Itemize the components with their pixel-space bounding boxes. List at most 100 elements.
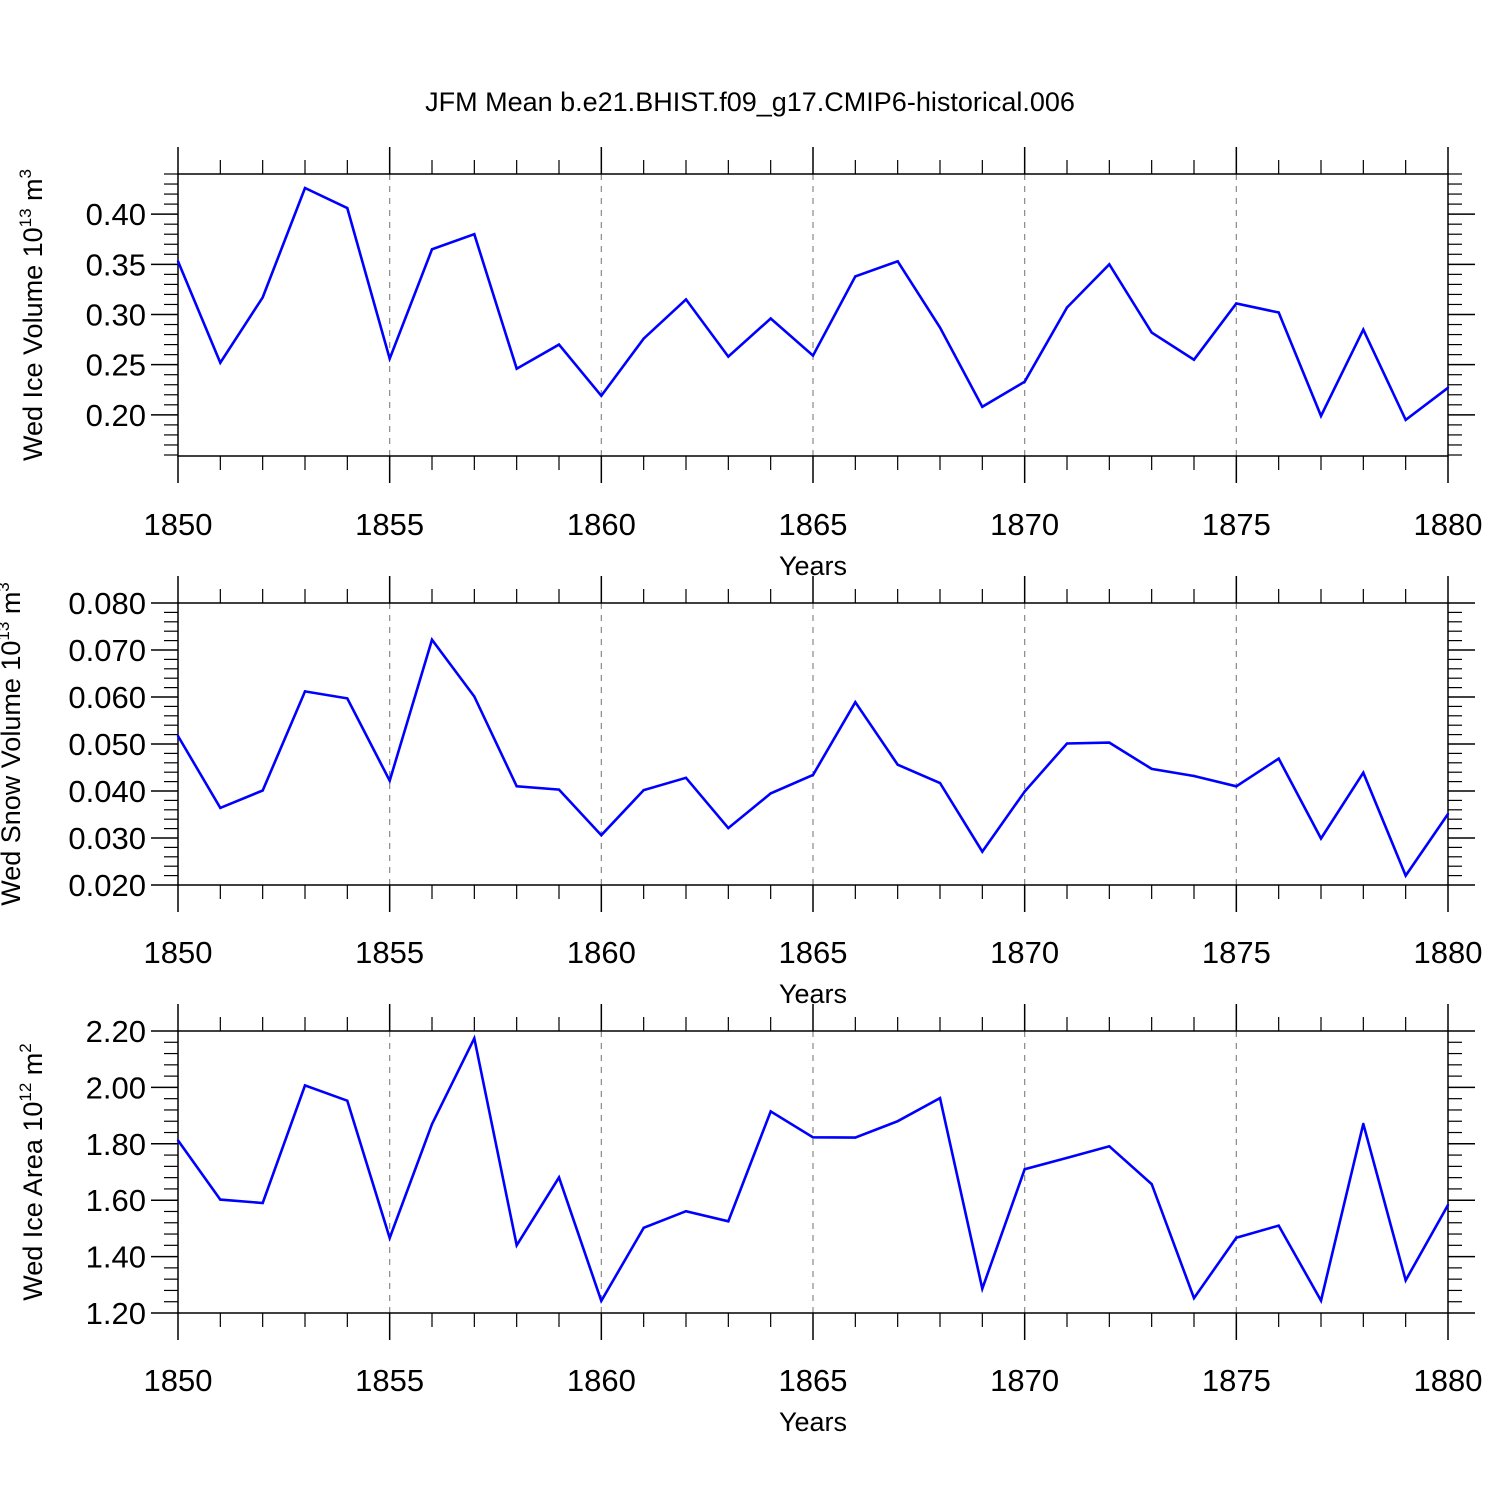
data-point bbox=[1192, 358, 1196, 361]
y-tick-label: 1.40 bbox=[86, 1240, 146, 1275]
y-tick-label: 0.070 bbox=[68, 633, 146, 668]
data-point bbox=[600, 1299, 603, 1303]
x-tick-label: 1875 bbox=[1202, 1363, 1271, 1398]
data-point bbox=[346, 206, 349, 210]
y-tick-label: 0.020 bbox=[68, 868, 146, 903]
data-point bbox=[1150, 767, 1153, 771]
y-tick-label: 0.040 bbox=[68, 774, 146, 809]
data-point bbox=[1065, 1156, 1069, 1160]
data-point bbox=[981, 850, 984, 853]
data-point bbox=[938, 781, 942, 785]
y-tick-label: 0.20 bbox=[86, 398, 146, 433]
data-point bbox=[346, 697, 349, 700]
panel-3: 1.20 1.40 1.60 1.80 2.00 2.20 1850 1855 1860 1865… bbox=[16, 1004, 1482, 1437]
x-tick-label: 1875 bbox=[1202, 507, 1271, 542]
panel-1: 0.20 0.25 0.30 0.35 0.40 1850 1855 1860 1865 1870… bbox=[16, 147, 1482, 581]
data-point bbox=[1235, 302, 1238, 305]
data-point bbox=[1277, 1224, 1280, 1227]
x-tick-label: 1880 bbox=[1414, 935, 1483, 970]
data-point bbox=[811, 1136, 815, 1139]
y-tick-label: 0.35 bbox=[86, 247, 146, 282]
figure-title: JFM Mean b.e21.BHIST.f09_g17.CMIP6-histo… bbox=[425, 87, 1075, 117]
data-point bbox=[1192, 774, 1196, 778]
data-point bbox=[1192, 1296, 1196, 1300]
data-point bbox=[896, 763, 899, 766]
y-tick-label: 1.60 bbox=[86, 1183, 146, 1218]
data-point bbox=[1065, 306, 1069, 309]
x-tick-label: 1860 bbox=[567, 1363, 636, 1398]
y-tick-label: 1.20 bbox=[86, 1296, 146, 1331]
data-point bbox=[896, 1120, 899, 1123]
data-point bbox=[684, 298, 688, 301]
data-point bbox=[473, 695, 476, 698]
x-tick-label: 1850 bbox=[144, 507, 213, 542]
data-point bbox=[1362, 771, 1365, 774]
data-point bbox=[727, 355, 730, 358]
data-point bbox=[811, 773, 815, 777]
data-point bbox=[769, 792, 772, 795]
x-tick-label: 1880 bbox=[1414, 1363, 1483, 1398]
data-point bbox=[1404, 1279, 1407, 1282]
data-point bbox=[1108, 263, 1111, 266]
data-point bbox=[1065, 742, 1069, 745]
data-point bbox=[1235, 1236, 1238, 1239]
data-point bbox=[642, 788, 645, 792]
x-tick-label: 1860 bbox=[567, 935, 636, 970]
data-point bbox=[303, 186, 307, 190]
panel-2: 0.020 0.030 0.040 0.050 0.060 0.070 0.080 1850 1… bbox=[0, 576, 1482, 1009]
data-point bbox=[473, 233, 476, 236]
data-point bbox=[219, 806, 222, 810]
data-point bbox=[896, 260, 899, 263]
data-point bbox=[515, 367, 518, 370]
data-point bbox=[1362, 328, 1365, 331]
data-point bbox=[1446, 812, 1450, 816]
data-point bbox=[981, 405, 984, 409]
data-point bbox=[346, 1099, 349, 1102]
y-tick-label: 0.080 bbox=[68, 586, 146, 621]
x-tick-label: 1855 bbox=[355, 935, 424, 970]
data-point bbox=[473, 1037, 476, 1040]
data-point bbox=[854, 700, 857, 704]
data-point bbox=[1150, 331, 1153, 334]
data-point bbox=[219, 1198, 222, 1201]
data-point bbox=[176, 1139, 180, 1142]
x-tick-label: 1865 bbox=[779, 935, 848, 970]
data-point bbox=[1023, 790, 1026, 793]
data-point bbox=[1319, 837, 1323, 840]
data-point bbox=[769, 317, 772, 320]
x-tick-label: 1865 bbox=[779, 507, 848, 542]
x-tick-label: 1865 bbox=[779, 1363, 848, 1398]
data-point bbox=[388, 1236, 391, 1240]
data-point bbox=[1404, 874, 1407, 877]
data-point bbox=[600, 394, 603, 397]
x-tick-label: 1870 bbox=[990, 1363, 1059, 1398]
data-point bbox=[938, 326, 942, 329]
data-point bbox=[1023, 1167, 1026, 1171]
data-point bbox=[388, 357, 391, 360]
data-point bbox=[854, 1136, 857, 1139]
data-point bbox=[430, 638, 434, 641]
data-point bbox=[684, 1209, 688, 1213]
data-point bbox=[1404, 418, 1407, 422]
data-point bbox=[303, 1084, 307, 1087]
data-point bbox=[430, 1122, 434, 1126]
data-point bbox=[1108, 741, 1111, 744]
y-tick-label: 0.060 bbox=[68, 680, 146, 715]
data-point bbox=[176, 260, 180, 263]
data-point bbox=[515, 785, 518, 788]
x-tick-label: 1870 bbox=[990, 507, 1059, 542]
data-point bbox=[303, 690, 307, 693]
y-tick-label: 1.80 bbox=[86, 1127, 146, 1162]
y-axis-label: Wed Ice Area 1012 m2 bbox=[16, 1043, 48, 1301]
y-tick-label: 0.25 bbox=[86, 348, 146, 383]
data-point bbox=[261, 789, 264, 792]
data-point bbox=[642, 1226, 645, 1230]
data-point bbox=[1319, 414, 1323, 418]
data-point bbox=[515, 1244, 518, 1247]
data-point bbox=[261, 1201, 264, 1205]
x-tick-label: 1880 bbox=[1414, 507, 1483, 542]
y-tick-label: 2.20 bbox=[86, 1014, 146, 1049]
data-point bbox=[600, 833, 603, 837]
